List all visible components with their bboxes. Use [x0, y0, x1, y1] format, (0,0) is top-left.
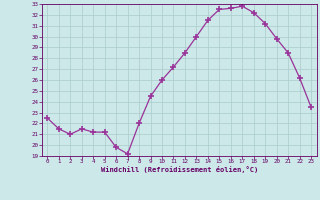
X-axis label: Windchill (Refroidissement éolien,°C): Windchill (Refroidissement éolien,°C) — [100, 166, 258, 173]
